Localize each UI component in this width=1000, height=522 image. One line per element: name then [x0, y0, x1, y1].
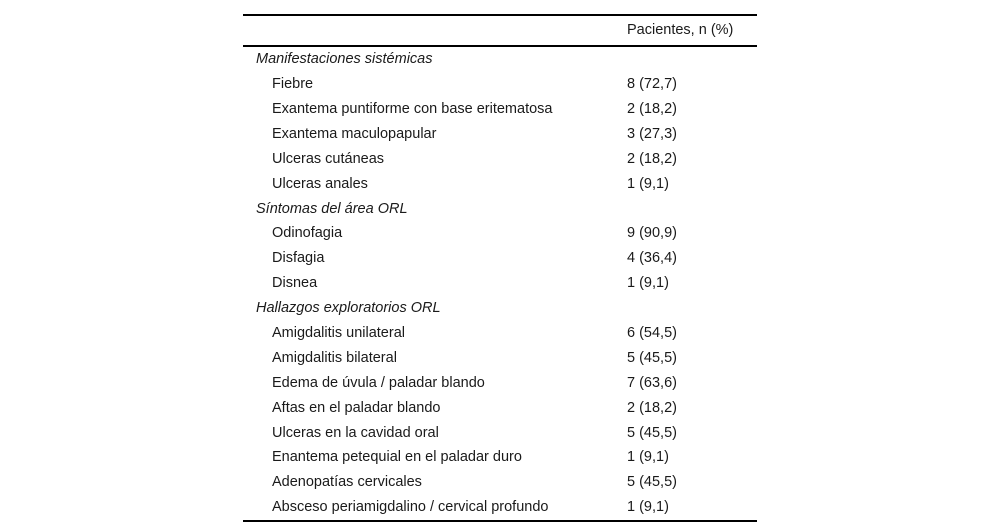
row-value: 1 (9,1): [627, 175, 669, 192]
row-label: Exantema puntiforme con base eritematosa: [272, 101, 553, 117]
section-header-row: Manifestaciones sistémicas: [243, 47, 757, 72]
header-rule: [243, 45, 757, 47]
row-value: 1 (9,1): [627, 499, 669, 516]
row-label: Amigdalitis unilateral: [272, 325, 405, 341]
table-row: Adenopatías cervicales 5 (45,5): [243, 470, 757, 495]
row-label: Edema de úvula / paladar blando: [272, 375, 485, 391]
row-value: 9 (90,9): [627, 225, 677, 242]
row-label: Enantema petequial en el paladar duro: [272, 450, 522, 465]
row-label: Fiebre: [272, 77, 314, 92]
row-value: 2 (18,2): [627, 100, 677, 117]
row-value: 1 (9,1): [627, 449, 669, 466]
table-row: Úlceras en la cavidad oral 5 (45,5): [243, 420, 757, 445]
row-value: 2 (18,2): [627, 150, 677, 167]
table-row: Edema de úvula / paladar blando 7 (63,6): [243, 371, 757, 396]
row-label: Úlceras en la cavidad oral: [272, 425, 439, 441]
table-row: Enantema petequial en el paladar duro 1 …: [243, 445, 757, 470]
row-label: Exantema maculopapular: [272, 126, 437, 142]
top-rule: [243, 14, 757, 16]
table-row: Exantema puntiforme con base eritematosa…: [243, 97, 757, 122]
section-title: Manifestaciones sistémicas: [256, 52, 433, 67]
table-row: Úlceras cutáneas 2 (18,2): [243, 147, 757, 172]
row-value: 7 (63,6): [627, 374, 677, 391]
column-header-pacientes: Pacientes, n (%): [627, 22, 734, 39]
row-value: 3 (27,3): [627, 125, 677, 142]
patients-table: Pacientes, n (%) Manifestaciones sistémi…: [243, 14, 757, 522]
table-row: Disfagia 4 (36,4): [243, 246, 757, 271]
table-header-row: Pacientes, n (%): [243, 16, 757, 45]
row-value: 5 (45,5): [627, 474, 677, 491]
table-row: Amigdalitis unilateral 6 (54,5): [243, 321, 757, 346]
table-row: Disnea 1 (9,1): [243, 271, 757, 296]
row-value: 5 (45,5): [627, 424, 677, 441]
row-label: Odinofagia: [272, 226, 343, 241]
table-row: Absceso periamigdalino / cervical profun…: [243, 495, 757, 520]
row-value: 5 (45,5): [627, 349, 677, 366]
table-row: Odinofagia 9 (90,9): [243, 221, 757, 246]
row-value: 8 (72,7): [627, 76, 677, 93]
row-value: 6 (54,5): [627, 324, 677, 341]
table-row: Amigdalitis bilateral 5 (45,5): [243, 346, 757, 371]
section-title: Hallazgos exploratorios ORL: [256, 301, 441, 316]
row-value: 4 (36,4): [627, 250, 677, 267]
table-row: Exantema maculopapular 3 (27,3): [243, 122, 757, 147]
row-label: Amigdalitis bilateral: [272, 350, 397, 366]
row-label: Úlceras anales: [272, 176, 368, 192]
section-title: Síntomas del área ORL: [256, 201, 408, 217]
row-label: Úlceras cutáneas: [272, 151, 385, 167]
table-row: Aftas en el paladar blando 2 (18,2): [243, 395, 757, 420]
section-header-row: Hallazgos exploratorios ORL: [243, 296, 757, 321]
row-label: Disfagia: [272, 251, 325, 266]
row-label: Disnea: [272, 276, 318, 291]
table-row: Úlceras anales 1 (9,1): [243, 171, 757, 196]
row-label: Adenopatías cervicales: [272, 475, 422, 490]
section-header-row: Síntomas del área ORL: [243, 196, 757, 221]
row-value: 2 (18,2): [627, 399, 677, 416]
row-label: Aftas en el paladar blando: [272, 400, 441, 416]
row-label: Absceso periamigdalino / cervical profun…: [272, 500, 549, 515]
row-value: 1 (9,1): [627, 275, 669, 292]
table-row: Fiebre 8 (72,7): [243, 72, 757, 97]
